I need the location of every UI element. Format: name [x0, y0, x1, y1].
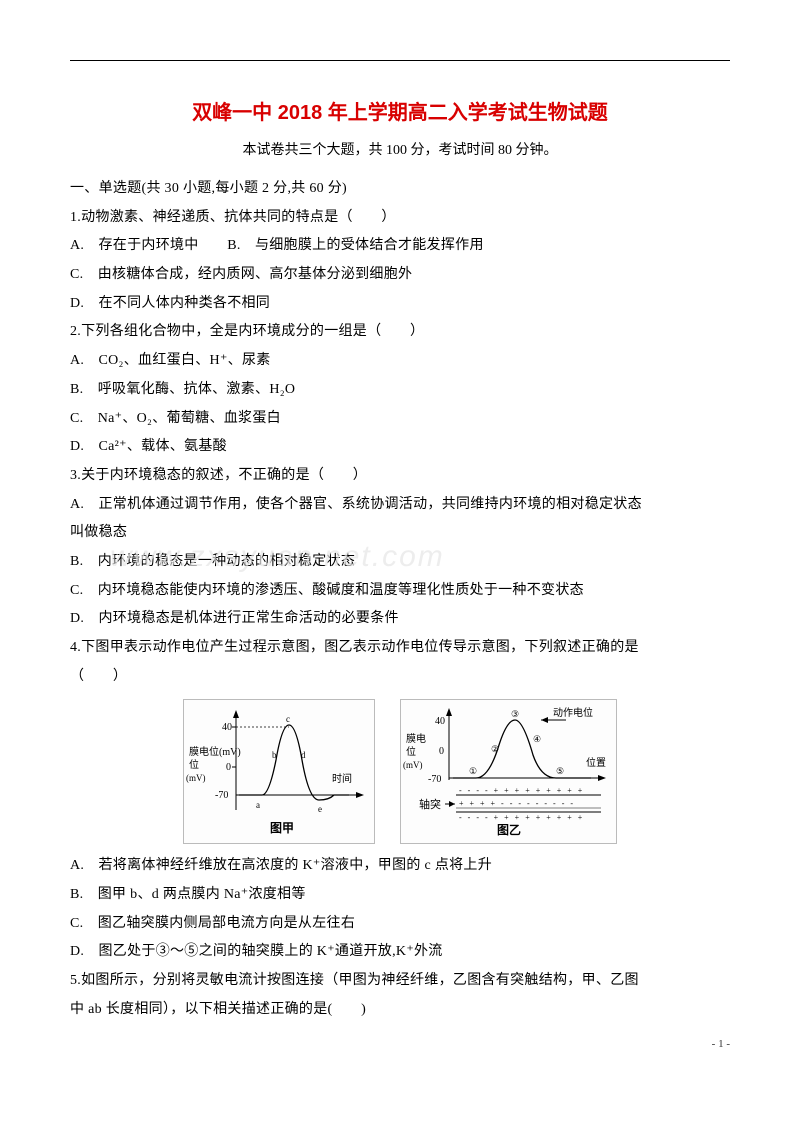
q3-option-d: D. 内环境稳态是机体进行正常生命活动的必要条件 — [70, 605, 730, 634]
q4-stem-l1: 4.下图甲表示动作电位产生过程示意图，图乙表示动作电位传导示意图，下列叙述正确的… — [70, 634, 730, 663]
svg-text:②: ② — [491, 744, 499, 754]
q4-option-b: B. 图甲 b、d 两点膜内 Na⁺浓度相等 — [70, 881, 730, 910]
q4-option-c: C. 图乙轴突膜内侧局部电流方向是从左往右 — [70, 910, 730, 939]
svg-text:④: ④ — [533, 734, 541, 744]
svg-text:a: a — [256, 800, 260, 810]
fig-yi-xlabel: 位置 — [586, 756, 606, 769]
fig-yi-action: 动作电位 — [553, 706, 593, 719]
q5-stem-l2: 中 ab 长度相同），以下相关描述正确的是( ) — [70, 996, 730, 1025]
svg-text:c: c — [286, 714, 290, 724]
svg-text:(mV): (mV) — [403, 760, 423, 770]
q2-option-d: D. Ca²⁺、载体、氨基酸 — [70, 433, 730, 462]
q3-option-a-l1: A. 正常机体通过调节作用，使各个器官、系统协调活动，共同维持内环境的相对稳定状… — [70, 491, 730, 520]
exam-subtitle: 本试卷共三个大题，共 100 分，考试时间 80 分钟。 — [70, 139, 730, 159]
fig-jia-xlabel: 时间 — [332, 772, 352, 785]
q4-option-d: D. 图乙处于③～⑤之间的轴突膜上的 K⁺通道开放,K⁺外流 — [70, 938, 730, 967]
q3-stem: 3.关于内环境稳态的叙述，不正确的是（ ） — [70, 462, 730, 491]
svg-text:位: 位 — [189, 758, 199, 771]
fig-yi-y40: 40 — [435, 716, 445, 727]
q1-option-a-b: A. 存在于内环境中 B. 与细胞膜上的受体结合才能发挥作用 — [70, 232, 730, 261]
q2-option-b: B. 呼吸氧化酶、抗体、激素、H₂O — [70, 376, 730, 405]
q4-stem-l2: （ ） — [70, 663, 730, 692]
exam-page: www.zxsyuan net.com 双峰一中 2018 年上学期高二入学考试… — [0, 0, 800, 1070]
svg-text:- - - - + + + + + + + + +: - - - - + + + + + + + + + — [459, 786, 584, 795]
q1-stem: 1.动物激素、神经递质、抗体共同的特点是（ ） — [70, 204, 730, 233]
q3-option-b: B. 内环境的稳态是一种动态的相对稳定状态 — [70, 548, 730, 577]
section-1-header: 一、单选题(共 30 小题,每小题 2 分,共 60 分) — [70, 175, 730, 204]
svg-text:⑤: ⑤ — [556, 766, 564, 776]
fig-jia-y40: 40 — [222, 722, 232, 733]
svg-text:+ + + + - - - - - - - - -: + + + + - - - - - - - - - — [459, 799, 575, 808]
q3-option-a-l2: 叫做稳态 — [70, 519, 730, 548]
svg-text:膜电: 膜电 — [406, 732, 426, 745]
fig-yi-axon: 轴突 — [419, 797, 441, 811]
svg-text:(mV): (mV) — [186, 773, 206, 783]
q2-option-c: C. Na⁺、O₂、葡萄糖、血浆蛋白 — [70, 405, 730, 434]
svg-text:位: 位 — [406, 745, 416, 758]
exam-title: 双峰一中 2018 年上学期高二入学考试生物试题 — [70, 96, 730, 125]
figure-yi: 40 0 -70 ① ② ③ ④ ⑤ 动作电位 - - - - + + + — [400, 699, 617, 844]
svg-text:d: d — [301, 750, 306, 760]
q4-option-a: A. 若将离体神经纤维放在高浓度的 K⁺溶液中，甲图的 c 点将上升 — [70, 852, 730, 881]
fig-yi-y0: 0 — [439, 746, 444, 757]
fig-jia-y0: 0 — [226, 762, 231, 773]
q2-stem: 2.下列各组化合物中，全是内环境成分的一组是（ ） — [70, 318, 730, 347]
top-horizontal-rule — [70, 60, 730, 61]
q1-option-c: C. 由核糖体合成，经内质网、高尔基体分泌到细胞外 — [70, 261, 730, 290]
fig-jia-caption: 图甲 — [270, 821, 294, 835]
fig-jia-ylabel: 膜电位(mV) — [189, 745, 241, 758]
q2-option-a: A. CO₂、血红蛋白、H⁺、尿素 — [70, 347, 730, 376]
svg-text:①: ① — [469, 766, 477, 776]
q1-option-d: D. 在不同人体内种类各不相同 — [70, 290, 730, 319]
figure-jia: 40 0 -70 a b c d e 膜电位(mV) 位 (mV) 时间 — [183, 699, 375, 844]
q3-option-c: C. 内环境稳态能使内环境的渗透压、酸碱度和温度等理化性质处于一种不变状态 — [70, 577, 730, 606]
q4-figures: 40 0 -70 a b c d e 膜电位(mV) 位 (mV) 时间 — [70, 699, 730, 844]
svg-text:e: e — [318, 804, 322, 814]
svg-text:③: ③ — [511, 709, 519, 719]
fig-yi-ym70: -70 — [428, 774, 441, 785]
page-number: - 1 - — [712, 1038, 730, 1050]
fig-jia-ym70: -70 — [215, 790, 228, 801]
fig-yi-caption: 图乙 — [497, 823, 521, 837]
svg-text:b: b — [272, 750, 277, 760]
svg-text:- - - - + + + + + + + + +: - - - - + + + + + + + + + — [459, 813, 584, 822]
q5-stem-l1: 5.如图所示，分别将灵敏电流计按图连接（甲图为神经纤维，乙图含有突触结构，甲、乙… — [70, 967, 730, 996]
